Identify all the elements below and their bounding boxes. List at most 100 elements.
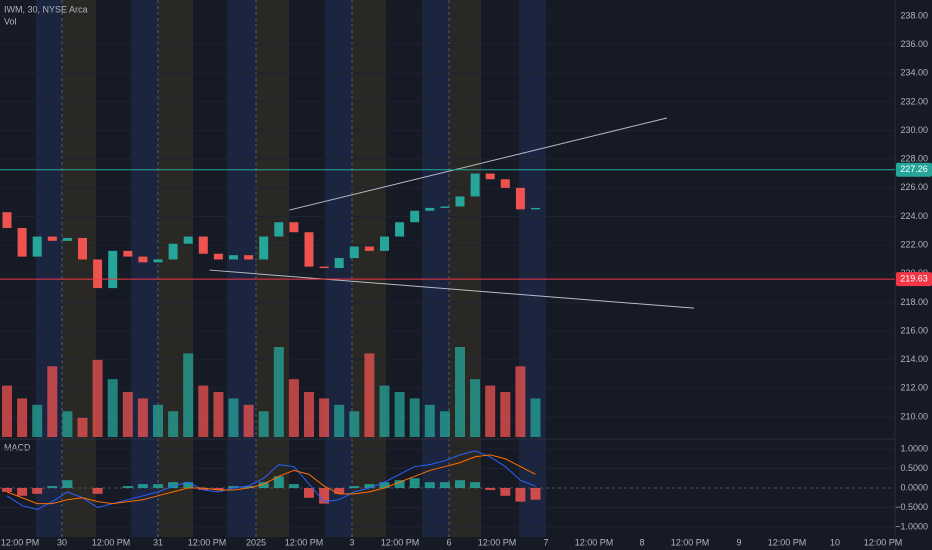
x-tick-label: 12:00 PM	[92, 537, 131, 547]
macd-histogram-bar	[2, 488, 12, 492]
trend-line	[209, 269, 695, 309]
signal-line	[6, 454, 536, 505]
candle	[213, 253, 223, 260]
volume-bar	[153, 404, 163, 437]
x-tick-label: 9	[736, 537, 741, 547]
y-tick-label: 228.00	[900, 154, 928, 164]
y-tick-label: 212.00	[900, 383, 928, 393]
volume-bar	[198, 385, 209, 437]
trend-line	[289, 117, 667, 211]
volume-bar	[213, 392, 224, 437]
volume-bar	[107, 379, 118, 437]
candle	[229, 255, 238, 260]
x-tick-label: 12:00 PM	[1, 537, 40, 547]
volume-bar	[258, 411, 269, 437]
macd-histogram-bar	[17, 488, 28, 496]
macd-histogram-bar	[153, 484, 163, 488]
x-tick-label: 6	[446, 537, 451, 547]
volume-bar	[304, 392, 314, 437]
macd-histogram-bar	[92, 488, 103, 494]
candle	[78, 237, 87, 260]
candle	[334, 258, 344, 269]
volume-label: Vol	[4, 16, 17, 26]
volume-bar	[319, 398, 330, 437]
macd-histogram-bar	[122, 486, 133, 488]
x-tick-label: 12:00 PM	[381, 537, 420, 547]
y-tick-label: 236.00	[900, 39, 928, 49]
macd-histogram-bar	[288, 484, 299, 488]
symbol-title: IWM, 30, NYSE Arca	[4, 4, 88, 14]
candle	[425, 207, 435, 211]
candle	[138, 256, 148, 263]
y-tick-label: 210.00	[900, 411, 928, 421]
candle	[349, 246, 359, 259]
macd-histogram-bar	[198, 488, 209, 490]
candle	[289, 222, 299, 233]
macd-histogram-bar	[364, 484, 375, 488]
macd-tick-label: 0.5000	[900, 463, 928, 473]
macd-histogram-bar	[213, 488, 224, 490]
candle	[380, 236, 389, 251]
volume-bar	[288, 379, 299, 437]
volume-bar	[515, 366, 526, 437]
volume-bar	[530, 398, 541, 437]
macd-histogram-bar	[379, 482, 390, 488]
macd-histogram-bar	[47, 486, 58, 488]
candle	[500, 179, 510, 188]
y-tick-label: 218.00	[900, 297, 928, 307]
candle	[455, 196, 465, 207]
y-tick-label: 216.00	[900, 325, 928, 335]
macd-histogram-bar	[349, 486, 360, 488]
y-tick-label: 238.00	[900, 10, 928, 20]
y-tick-label: 226.00	[900, 182, 928, 192]
x-tick-label: 12:00 PM	[188, 537, 227, 547]
macd-histogram-bar	[470, 482, 481, 488]
macd-histogram-bar	[500, 488, 511, 496]
y-tick-label: 222.00	[900, 240, 928, 250]
volume-bar	[243, 404, 254, 437]
candle	[470, 173, 480, 197]
x-tick-label: 12:00 PM	[575, 537, 614, 547]
volume-bar	[470, 379, 481, 437]
macd-tick-label: 1.0000	[900, 443, 928, 453]
y-tick-label: 234.00	[900, 68, 928, 78]
macd-histogram-bar	[485, 488, 496, 490]
volume-bar	[379, 385, 390, 437]
candle	[364, 246, 374, 251]
volume-bar	[92, 359, 103, 437]
macd-histogram-bar	[409, 478, 420, 488]
macd-label: MACD	[4, 442, 31, 452]
macd-histogram-bar	[319, 488, 330, 504]
macd-histogram-bar	[439, 482, 450, 488]
candle	[515, 187, 525, 210]
candle	[531, 207, 540, 210]
x-tick-label: 30	[57, 537, 67, 547]
candle	[93, 259, 103, 289]
macd-histogram-bar	[183, 482, 194, 488]
macd-histogram-bar	[273, 476, 284, 488]
x-tick-label: 2025	[246, 537, 266, 547]
x-tick-label: 12:00 PM	[285, 537, 324, 547]
candle	[319, 266, 329, 269]
session-bands	[36, 0, 546, 537]
volume-bar	[349, 411, 360, 437]
volume-bar	[424, 404, 435, 437]
candle	[153, 259, 163, 263]
macd-line	[6, 450, 536, 510]
macd-histogram-bar	[258, 482, 269, 488]
candle	[32, 236, 42, 257]
price-tag	[896, 272, 932, 287]
macd-histogram-bar	[530, 488, 541, 500]
volume-bar	[137, 398, 148, 437]
macd-tick-label: 0.0000	[900, 482, 928, 492]
price-tag-label: 219.63	[900, 273, 928, 283]
candle	[183, 236, 193, 244]
x-tick-label: 12:00 PM	[671, 537, 710, 547]
candle	[485, 173, 495, 180]
volume-bar	[364, 353, 375, 437]
candle	[440, 206, 450, 208]
macd-histogram-bar	[515, 488, 526, 502]
macd-histogram-bar	[168, 482, 179, 488]
macd-histogram-bar	[304, 488, 314, 498]
